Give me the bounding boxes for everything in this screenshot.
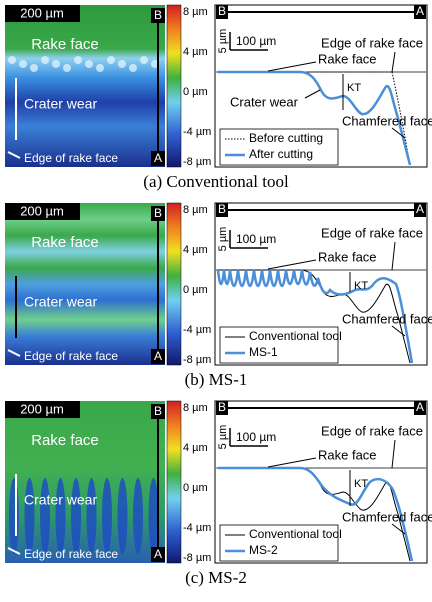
crater-finger [40,478,50,554]
edge-label: Edge of rake face [321,423,423,438]
point-b: B [218,4,226,18]
kt-label: KT [354,280,368,292]
crater-wear-label: Crater wear [24,492,97,508]
wear-spot [30,64,38,72]
surface-image [5,203,165,365]
crater-finger [118,478,128,554]
legend-label: MS-1 [249,345,278,359]
legend-label: After cutting [249,147,313,161]
wear-spot [74,56,82,64]
kt-label: KT [354,478,368,490]
colorbar-label: -4 µm [183,324,211,336]
colorbar-label: -4 µm [183,522,211,534]
wear-spot [8,56,16,64]
colorbar-label: 0 µm [183,482,208,494]
colorbar [167,401,181,563]
legend-label: Conventional tool [249,527,342,541]
colorbar [167,5,181,167]
legend-label: Conventional tool [249,329,342,343]
chamfered-label: Chamfered face [342,113,432,128]
point-a: A [154,547,162,561]
wear-spot [129,64,137,72]
point-b: B [218,400,226,414]
rake-face-label: Rake face [318,447,377,462]
point-a: A [154,349,162,363]
crater-wear-label: Crater wear [230,94,299,109]
edge-label: Edge of rake face [24,349,118,363]
edge-label: Edge of rake face [24,151,118,165]
colorbar [167,203,181,365]
colorbar-label: 0 µm [183,86,208,98]
chamfered-label: Chamfered face [342,509,432,524]
wear-spot [85,60,93,68]
figure: 200 µm B A Rake face Crater wear Edge of rake… [0,0,432,597]
rake-face-label: Rake face [318,51,377,66]
crater-wear-label: Crater wear [24,96,97,112]
point-b: B [154,8,162,22]
colorbar-label: 4 µm [183,244,208,256]
wear-spot [41,56,49,64]
point-b: B [154,206,162,220]
caption: (c) MS-2 [185,568,247,587]
scale-h-label: 100 µm [236,430,276,444]
crater-finger [25,478,35,554]
scale-h-label: 100 µm [236,232,276,246]
edge-label: Edge of rake face [321,35,423,50]
crater-finger [56,478,66,554]
colorbar-label: 8 µm [183,204,208,216]
colorbar-label: 4 µm [183,442,208,454]
legend-label: MS-2 [249,543,278,557]
point-a: A [154,151,162,165]
crater-finger [9,478,19,554]
rake-face-label: Rake face [31,234,99,251]
panel: 200 µm B A Rake face Crater wear Edge of rake… [5,400,432,587]
edge-label: Edge of rake face [24,547,118,561]
crater-finger [102,478,112,554]
colorbar-label: 0 µm [183,284,208,296]
point-b: B [218,202,226,216]
wear-spot [52,60,60,68]
colorbar-label: -8 µm [183,354,211,366]
caption: (a) Conventional tool [143,172,289,191]
point-b: B [154,404,162,418]
panel: 200 µm B A Rake face Crater wear Edge of rake… [5,202,432,389]
colorbar-label: 4 µm [183,46,208,58]
legend-label: Before cutting [249,131,323,145]
scale-v-label: 5 µm [217,29,229,54]
colorbar-label: 8 µm [183,402,208,414]
crater-finger [133,478,143,554]
scale-bar-label: 200 µm [20,401,64,416]
scale-v-label: 5 µm [217,425,229,450]
panel: 200 µm B A Rake face Crater wear Edge of rake… [5,4,432,191]
scale-v-label: 5 µm [217,227,229,252]
chamfered-label: Chamfered face [342,311,432,326]
crater-finger [71,478,81,554]
colorbar-label: 8 µm [183,6,208,18]
wear-spot [107,56,115,64]
scale-h-label: 100 µm [236,34,276,48]
wear-spot [96,64,104,72]
edge-label: Edge of rake face [321,225,423,240]
wear-spot [118,60,126,68]
kt-label: KT [347,82,361,94]
rake-face-label: Rake face [31,36,99,53]
surface-image [5,5,165,167]
wear-spot [140,56,148,64]
crater-finger [87,478,97,554]
colorbar-label: -4 µm [183,126,211,138]
wear-spot [63,64,71,72]
scale-bar-label: 200 µm [20,203,64,218]
colorbar-label: -8 µm [183,552,211,564]
rake-face-label: Rake face [31,432,99,449]
point-a: A [416,202,424,216]
scale-bar-label: 200 µm [20,5,64,20]
rake-face-label: Rake face [318,249,377,264]
point-a: A [416,400,424,414]
crater-wear-label: Crater wear [24,294,97,310]
wear-spot [19,60,27,68]
colorbar-label: -8 µm [183,156,211,168]
point-a: A [416,4,424,18]
caption: (b) MS-1 [185,370,248,389]
